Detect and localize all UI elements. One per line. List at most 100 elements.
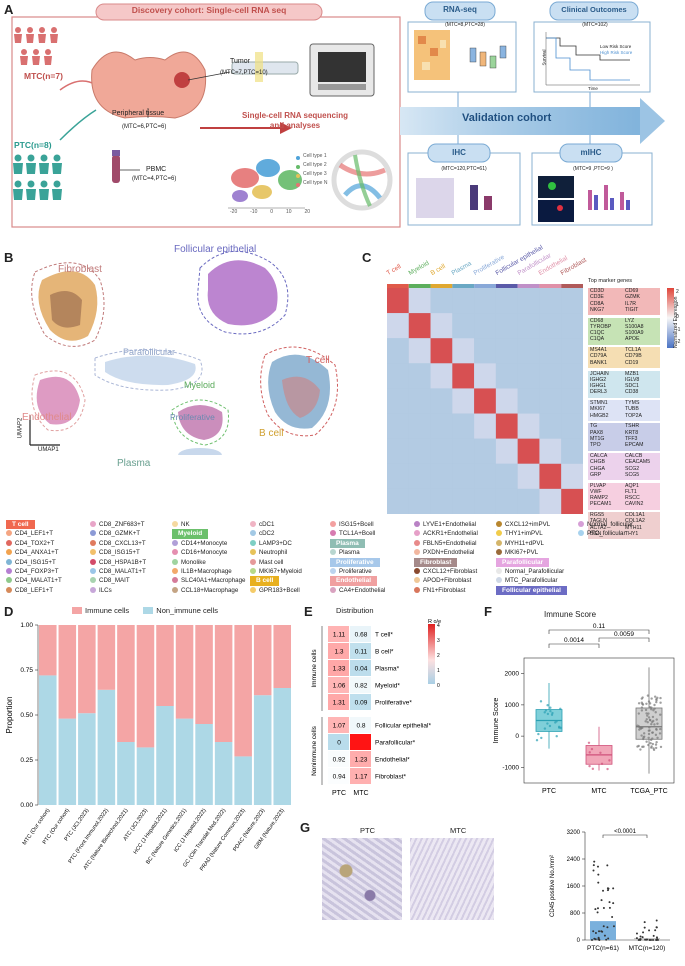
data-point [654, 929, 657, 932]
panel-e-label: E [304, 604, 313, 619]
heatmap-cell [328, 626, 349, 642]
significance-bracket [548, 629, 650, 634]
heatmap-cell [561, 413, 583, 439]
data-point [653, 723, 656, 726]
bar-non-immune [156, 706, 174, 805]
data-point [654, 743, 658, 746]
data-point [655, 926, 658, 929]
heatmap-cell [539, 288, 562, 314]
bar-non-immune [175, 718, 194, 805]
heatmap-value: 0.04 [355, 666, 368, 673]
heatmap-cell [474, 388, 496, 414]
marker-gene: CD3E [590, 294, 604, 301]
data-point [539, 700, 543, 703]
legend-item-label: PXDN+Endothelial [423, 549, 475, 557]
legend-item: ISG15+Bcell [330, 520, 385, 529]
legend-item-label: cDC2 [259, 530, 275, 538]
y-tick-label: 0.00 [20, 802, 33, 809]
legend-group-header: Endothelial [330, 576, 385, 586]
data-point [548, 724, 552, 728]
legend-item: Normal_Parafollicular [496, 567, 567, 576]
data-point [647, 732, 651, 736]
legend-item-label: cDC1 [259, 521, 275, 528]
data-point [655, 700, 658, 704]
legend-item: CD8_GZMK+T [90, 529, 146, 538]
legend-item-label: Proliferative [339, 568, 372, 576]
marker-gene: SCG2 [625, 465, 640, 472]
legend-item-label: CD4_MALAT1+T [15, 577, 62, 585]
legend-item-label: NK [181, 521, 190, 528]
legend-swatch [496, 549, 502, 556]
legend-swatch [414, 586, 420, 593]
marker-gene: COL1A1 [625, 512, 645, 519]
data-point [594, 931, 597, 934]
bar-immune [39, 625, 57, 676]
ptc-arrow [59, 109, 97, 141]
bar-non-immune [273, 688, 291, 805]
marker-gene: VWF [590, 488, 602, 495]
umap2-label: UMAP2 [17, 417, 24, 439]
heatmap-row-label: Proliferative* [375, 700, 412, 707]
data-point [601, 930, 604, 933]
discovery-title: Discovery cohort: Single-cell RNA seq [131, 5, 287, 15]
data-point [602, 925, 605, 928]
data-point [599, 751, 602, 754]
bar-immune [78, 625, 96, 714]
marker-gene: FLT1 [625, 488, 637, 495]
heatmap-cell [328, 694, 349, 710]
data-point [650, 697, 653, 700]
legend-item: CD8_ZNF683+T [90, 520, 146, 529]
marker-gene: TSHR [625, 423, 640, 430]
heatmap-value: 1.23 [355, 757, 368, 764]
data-point [593, 860, 596, 863]
legend-item-label: FN1+Fibroblast [423, 586, 466, 594]
data-point [607, 937, 610, 940]
heatmap-cell [539, 463, 562, 489]
legend-item-label: MYH11+dPVL [505, 539, 544, 547]
heatmap-row-label: Fibroblast* [375, 774, 407, 781]
legend-item: CD16+Monocyte [172, 548, 246, 557]
heatmap-cell [387, 463, 409, 489]
marker-gene: CAVIN2 [625, 501, 644, 508]
legend-item: FBLN5+Endothelial [414, 539, 478, 548]
heatmap-cell [561, 388, 583, 414]
p-value: 0.0059 [614, 631, 634, 638]
scseq-label: Single-cell RNA sequencing and analyses [242, 111, 348, 130]
data-point [608, 759, 611, 762]
data-point [594, 938, 597, 941]
heatmap-cell [387, 488, 409, 514]
data-point [659, 713, 662, 716]
heatmap-col-bar [539, 284, 562, 288]
marker-gene: THY1 [625, 531, 639, 538]
umap-label-plasma: Plasma [117, 458, 151, 469]
data-point [643, 926, 646, 929]
legend-item-label: CD4_TOX2+T [15, 539, 55, 547]
bar-non-immune [214, 742, 233, 805]
heatmap-cell [350, 626, 371, 642]
marker-gene: MS4A1 [590, 347, 608, 354]
data-point [637, 712, 641, 715]
panel-a-graphics [11, 1, 665, 228]
legend-swatch [172, 521, 178, 527]
legend-item: cDC1 [250, 520, 302, 529]
legend-item-label: CD8_ZNF683+T [99, 521, 145, 528]
mtc-people-icon [14, 27, 58, 65]
legend-item: Plasma [330, 548, 385, 557]
data-point [645, 740, 648, 743]
proportion-chart: MTC (Our cohort)PTC (Our cohort)PTC (JCI… [5, 622, 291, 872]
data-point [590, 747, 594, 751]
data-point [645, 702, 648, 705]
microfluidic-chip-icon [231, 61, 299, 75]
umap-label-follicular: Follicular epithelial [174, 244, 257, 255]
heatmap-cell [517, 388, 540, 414]
legend-item: ACKR1+Endothelial [414, 529, 478, 538]
heatmap-cell [430, 288, 453, 314]
cluster-myeloid [178, 405, 223, 440]
data-point [647, 716, 651, 719]
legend-group-header: Plasma [330, 538, 385, 549]
marker-gene: TYROBP [590, 323, 612, 330]
heatmap-cell [474, 338, 496, 364]
marker-gene: DERL3 [590, 389, 607, 396]
legend-swatch [250, 539, 256, 546]
heatmap-cell [539, 413, 562, 439]
